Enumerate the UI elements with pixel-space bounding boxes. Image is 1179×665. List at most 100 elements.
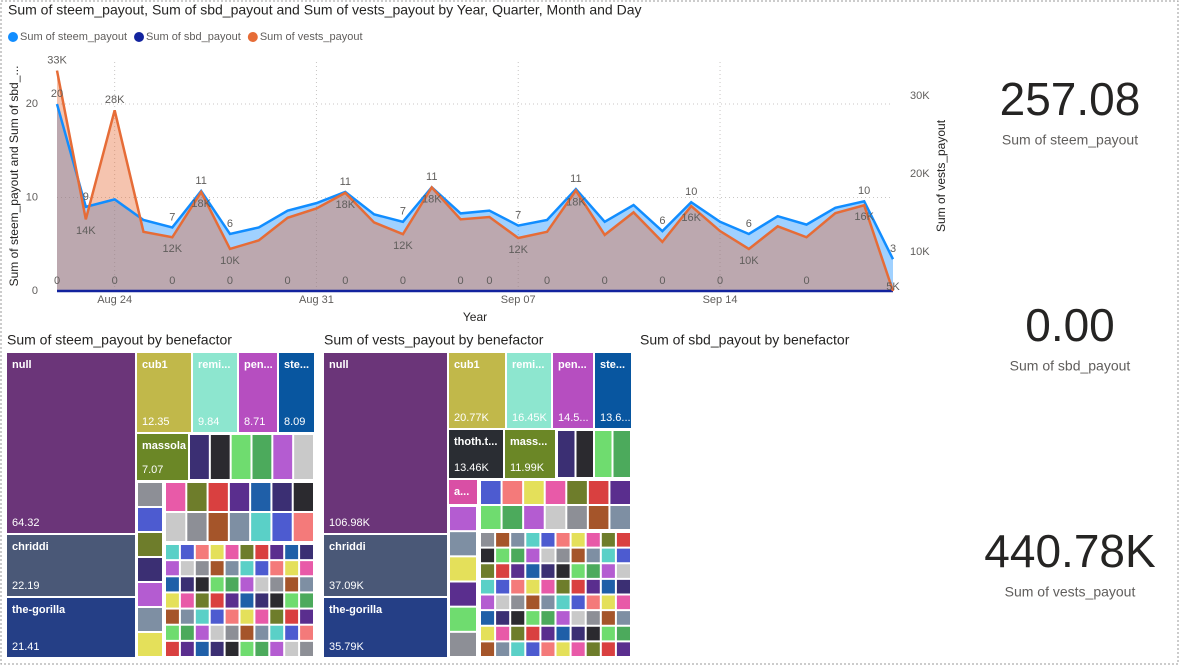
small-tile: [272, 483, 292, 511]
data-label: 6: [227, 218, 233, 230]
card-value: 0.00: [1025, 299, 1115, 351]
small-tile: [166, 593, 179, 608]
card-value: 440.78K: [984, 525, 1156, 577]
small-tile: [225, 609, 239, 624]
tile: [449, 480, 477, 504]
small-tile: [502, 481, 523, 504]
small-tile: [138, 533, 162, 556]
tile-name: thoth.t...: [454, 436, 497, 448]
small-tile: [208, 483, 228, 511]
tile-name: pen...: [244, 359, 273, 371]
small-tile: [210, 625, 224, 640]
small-tile: [556, 564, 570, 578]
small-tile: [541, 579, 555, 594]
tile-name: ste...: [284, 359, 309, 371]
tile-name: the-gorilla: [12, 604, 66, 616]
legend-label: Sum of vests_payout: [260, 31, 363, 43]
small-tile: [255, 609, 269, 624]
small-tile: [511, 611, 525, 625]
small-tile: [195, 577, 209, 592]
small-tile: [270, 577, 284, 592]
small-tile: [210, 545, 224, 560]
tile-name: remi...: [198, 359, 230, 371]
small-tile: [270, 625, 284, 640]
small-tile: [225, 561, 239, 576]
small-tile: [586, 611, 600, 625]
tile-name: remi...: [512, 359, 544, 371]
tile-name: chriddi: [329, 541, 366, 553]
tile-value: 106.98K: [329, 517, 371, 529]
small-tile: [285, 593, 299, 608]
small-tile: [481, 611, 495, 625]
small-tile: [180, 625, 194, 640]
small-tile: [300, 609, 313, 624]
small-tile: [526, 642, 540, 656]
small-tile: [526, 626, 540, 641]
small-tile: [240, 561, 254, 576]
data-label: 10: [685, 186, 697, 198]
area: [57, 104, 893, 292]
small-tile: [195, 641, 209, 656]
small-tile: [225, 577, 239, 592]
data-label: 7: [169, 211, 175, 223]
tile-name: pen...: [558, 359, 587, 371]
small-tile: [240, 577, 254, 592]
data-label: 11: [426, 171, 437, 183]
small-tile: [300, 641, 313, 656]
small-tile: [481, 579, 495, 594]
data-label: 0: [659, 275, 665, 287]
data-label: 11: [340, 176, 351, 188]
data-label: 0: [717, 275, 723, 287]
small-tile: [255, 545, 269, 560]
tile: [449, 430, 503, 478]
small-tile: [586, 564, 600, 578]
small-tile: [138, 633, 162, 656]
legend-label: Sum of sbd_payout: [146, 31, 241, 43]
data-label: 0: [602, 275, 608, 287]
tile: [7, 598, 135, 657]
small-tile: [225, 625, 239, 640]
small-tile: [138, 508, 162, 531]
small-tile: [240, 545, 254, 560]
data-label: 11: [570, 173, 581, 185]
small-tile: [255, 577, 269, 592]
small-tile: [541, 564, 555, 578]
small-tile: [502, 506, 523, 529]
small-tile: [187, 513, 207, 541]
small-tile: [545, 481, 566, 504]
small-tile: [166, 641, 179, 656]
small-tile: [586, 533, 600, 547]
tile: [324, 598, 447, 657]
small-tile: [273, 435, 293, 479]
data-label: 18K: [191, 198, 211, 210]
small-tile: [616, 548, 630, 563]
small-tile: [481, 564, 495, 578]
data-label: 5K: [886, 281, 900, 293]
small-tile: [601, 533, 615, 547]
small-tile: [450, 582, 476, 606]
small-tile: [541, 611, 555, 625]
tile-value: 16.45K: [512, 412, 548, 424]
small-tile: [210, 435, 230, 479]
small-tile: [541, 626, 555, 641]
small-tile: [616, 642, 630, 656]
line: [55, 70, 895, 292]
small-tile: [556, 579, 570, 594]
small-tile: [187, 483, 207, 511]
data-label: 0: [803, 275, 809, 287]
small-tile: [545, 506, 566, 529]
data-label: 0: [342, 275, 348, 287]
small-tile: [180, 641, 194, 656]
small-tile: [601, 642, 615, 656]
small-tile: [166, 483, 186, 511]
small-tile: [588, 481, 609, 504]
small-tile: [300, 625, 313, 640]
small-tile: [511, 579, 525, 594]
tile: [193, 353, 237, 432]
small-tile: [285, 561, 299, 576]
small-tile: [166, 577, 179, 592]
small-tile: [526, 533, 540, 547]
chart-title: Sum of sbd_payout by benefactor: [640, 332, 850, 348]
